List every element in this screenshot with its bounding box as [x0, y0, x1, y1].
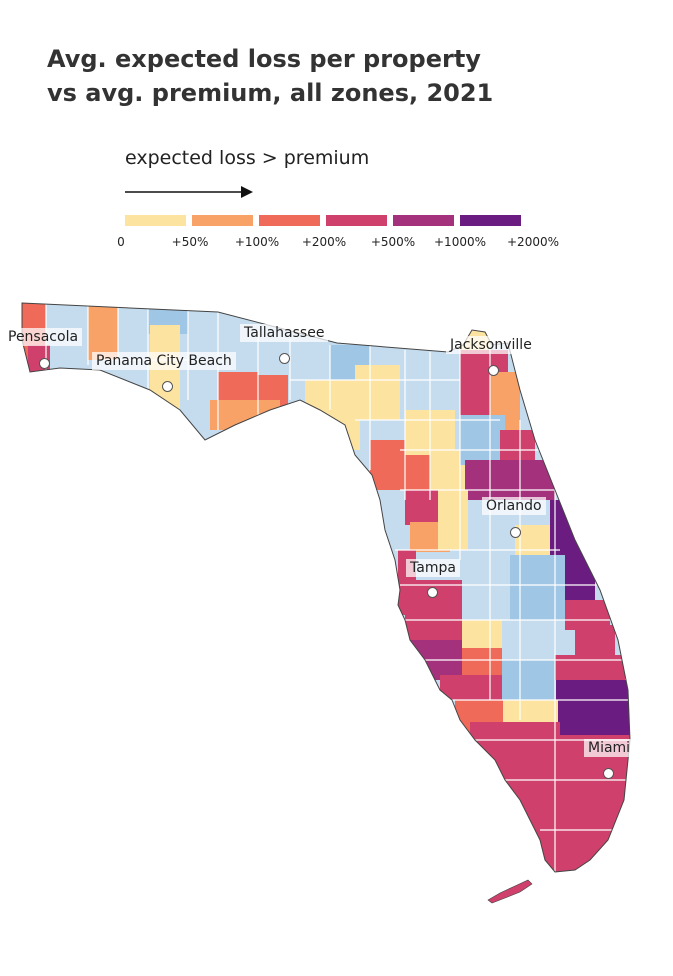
county-regions [22, 303, 630, 872]
legend-swatch-3 [326, 215, 387, 226]
city-dot-pensacola [39, 358, 50, 369]
legend-label-0: 0 [117, 235, 125, 249]
county-hardee [462, 620, 502, 648]
legend-color-bar [125, 215, 521, 226]
legend-label-4: +500% [370, 235, 416, 249]
city-label-pensacola: Pensacola [4, 328, 83, 346]
legend-label-5: +1000% [434, 235, 486, 249]
county-sumter [438, 490, 468, 550]
county-collier [470, 722, 560, 792]
city-label-orlando: Orlando [482, 497, 546, 515]
florida-outline [21, 302, 631, 873]
legend-swatch-5 [460, 215, 521, 226]
county-franklin-coast [210, 400, 280, 430]
county-highlands [502, 660, 557, 700]
legend-caption: expected loss > premium [125, 147, 370, 169]
city-dot-panama-city-beach [162, 381, 173, 392]
city-label-tampa: Tampa [406, 559, 460, 577]
county-stlucie [575, 625, 615, 660]
county-martin [555, 655, 625, 680]
legend-label-1: +50% [171, 235, 209, 249]
legend-swatch-4 [393, 215, 454, 226]
city-label-jacksonville: Jacksonville [446, 336, 536, 354]
county-suwannee [355, 365, 400, 420]
county-volusia [465, 460, 555, 500]
county-okaloosa [88, 305, 118, 360]
legend-label-2: +100% [234, 235, 280, 249]
title-line-1: Avg. expected loss per property [47, 45, 481, 73]
chart-title: Avg. expected loss per property vs avg. … [47, 42, 647, 110]
city-dot-orlando [510, 527, 521, 538]
county-palm-beach [556, 680, 630, 740]
legend-label-3: +200% [301, 235, 347, 249]
title-line-2: vs avg. premium, all zones, 2021 [47, 79, 494, 107]
legend-swatch-0 [125, 215, 186, 226]
arrow-right-icon [125, 186, 253, 198]
legend-label-6: +2000% [507, 235, 559, 249]
city-label-tallahassee: Tallahassee [240, 324, 329, 342]
legend-labels: 0 +50% +100% +200% +500% +1000% +2000% [0, 235, 673, 251]
city-dot-jacksonville [488, 365, 499, 376]
city-label-panama-city-beach: Panama City Beach [92, 352, 236, 370]
county-osceola [510, 555, 565, 620]
county-taylor [305, 380, 360, 450]
legend-swatch-2 [259, 215, 320, 226]
legend-swatch-1 [192, 215, 253, 226]
city-dot-tampa [427, 587, 438, 598]
county-hillsborough [410, 580, 462, 620]
city-dot-tallahassee [279, 353, 290, 364]
city-dot-miami [603, 768, 614, 779]
county-putnam [460, 415, 505, 465]
florida-keys [487, 879, 533, 904]
city-label-miami: Miami [584, 739, 635, 757]
county-desoto [462, 648, 502, 676]
county-charlotte [440, 675, 502, 700]
